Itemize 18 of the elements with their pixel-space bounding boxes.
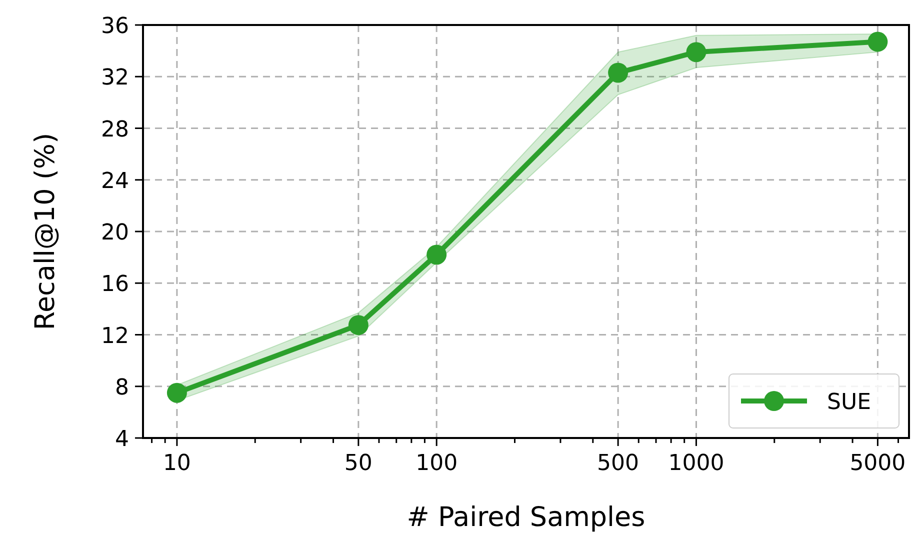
x-tick-label: 50	[344, 451, 372, 476]
y-tick-label: 16	[101, 272, 129, 298]
y-axis-title: Recall@10 (%)	[30, 132, 61, 330]
y-tick-label: 28	[101, 117, 129, 142]
x-tick-label: 5000	[850, 451, 906, 476]
x-tick-label: 10	[162, 451, 191, 476]
legend-label: SUE	[827, 390, 871, 415]
x-axis-title: # Paired Samples	[406, 502, 646, 533]
y-tick-label: 8	[115, 375, 129, 400]
y-tick-label: 4	[115, 427, 129, 452]
x-tick-label: 100	[416, 451, 458, 476]
y-tick-label: 12	[101, 324, 129, 349]
y-tick-label: 36	[101, 14, 129, 39]
x-tick-label: 1000	[668, 451, 724, 476]
x-tick-label: 500	[597, 451, 640, 476]
y-tick-label: 20	[101, 220, 129, 246]
y-tick-label: 32	[101, 66, 129, 91]
y-tick-label: 24	[101, 168, 129, 194]
